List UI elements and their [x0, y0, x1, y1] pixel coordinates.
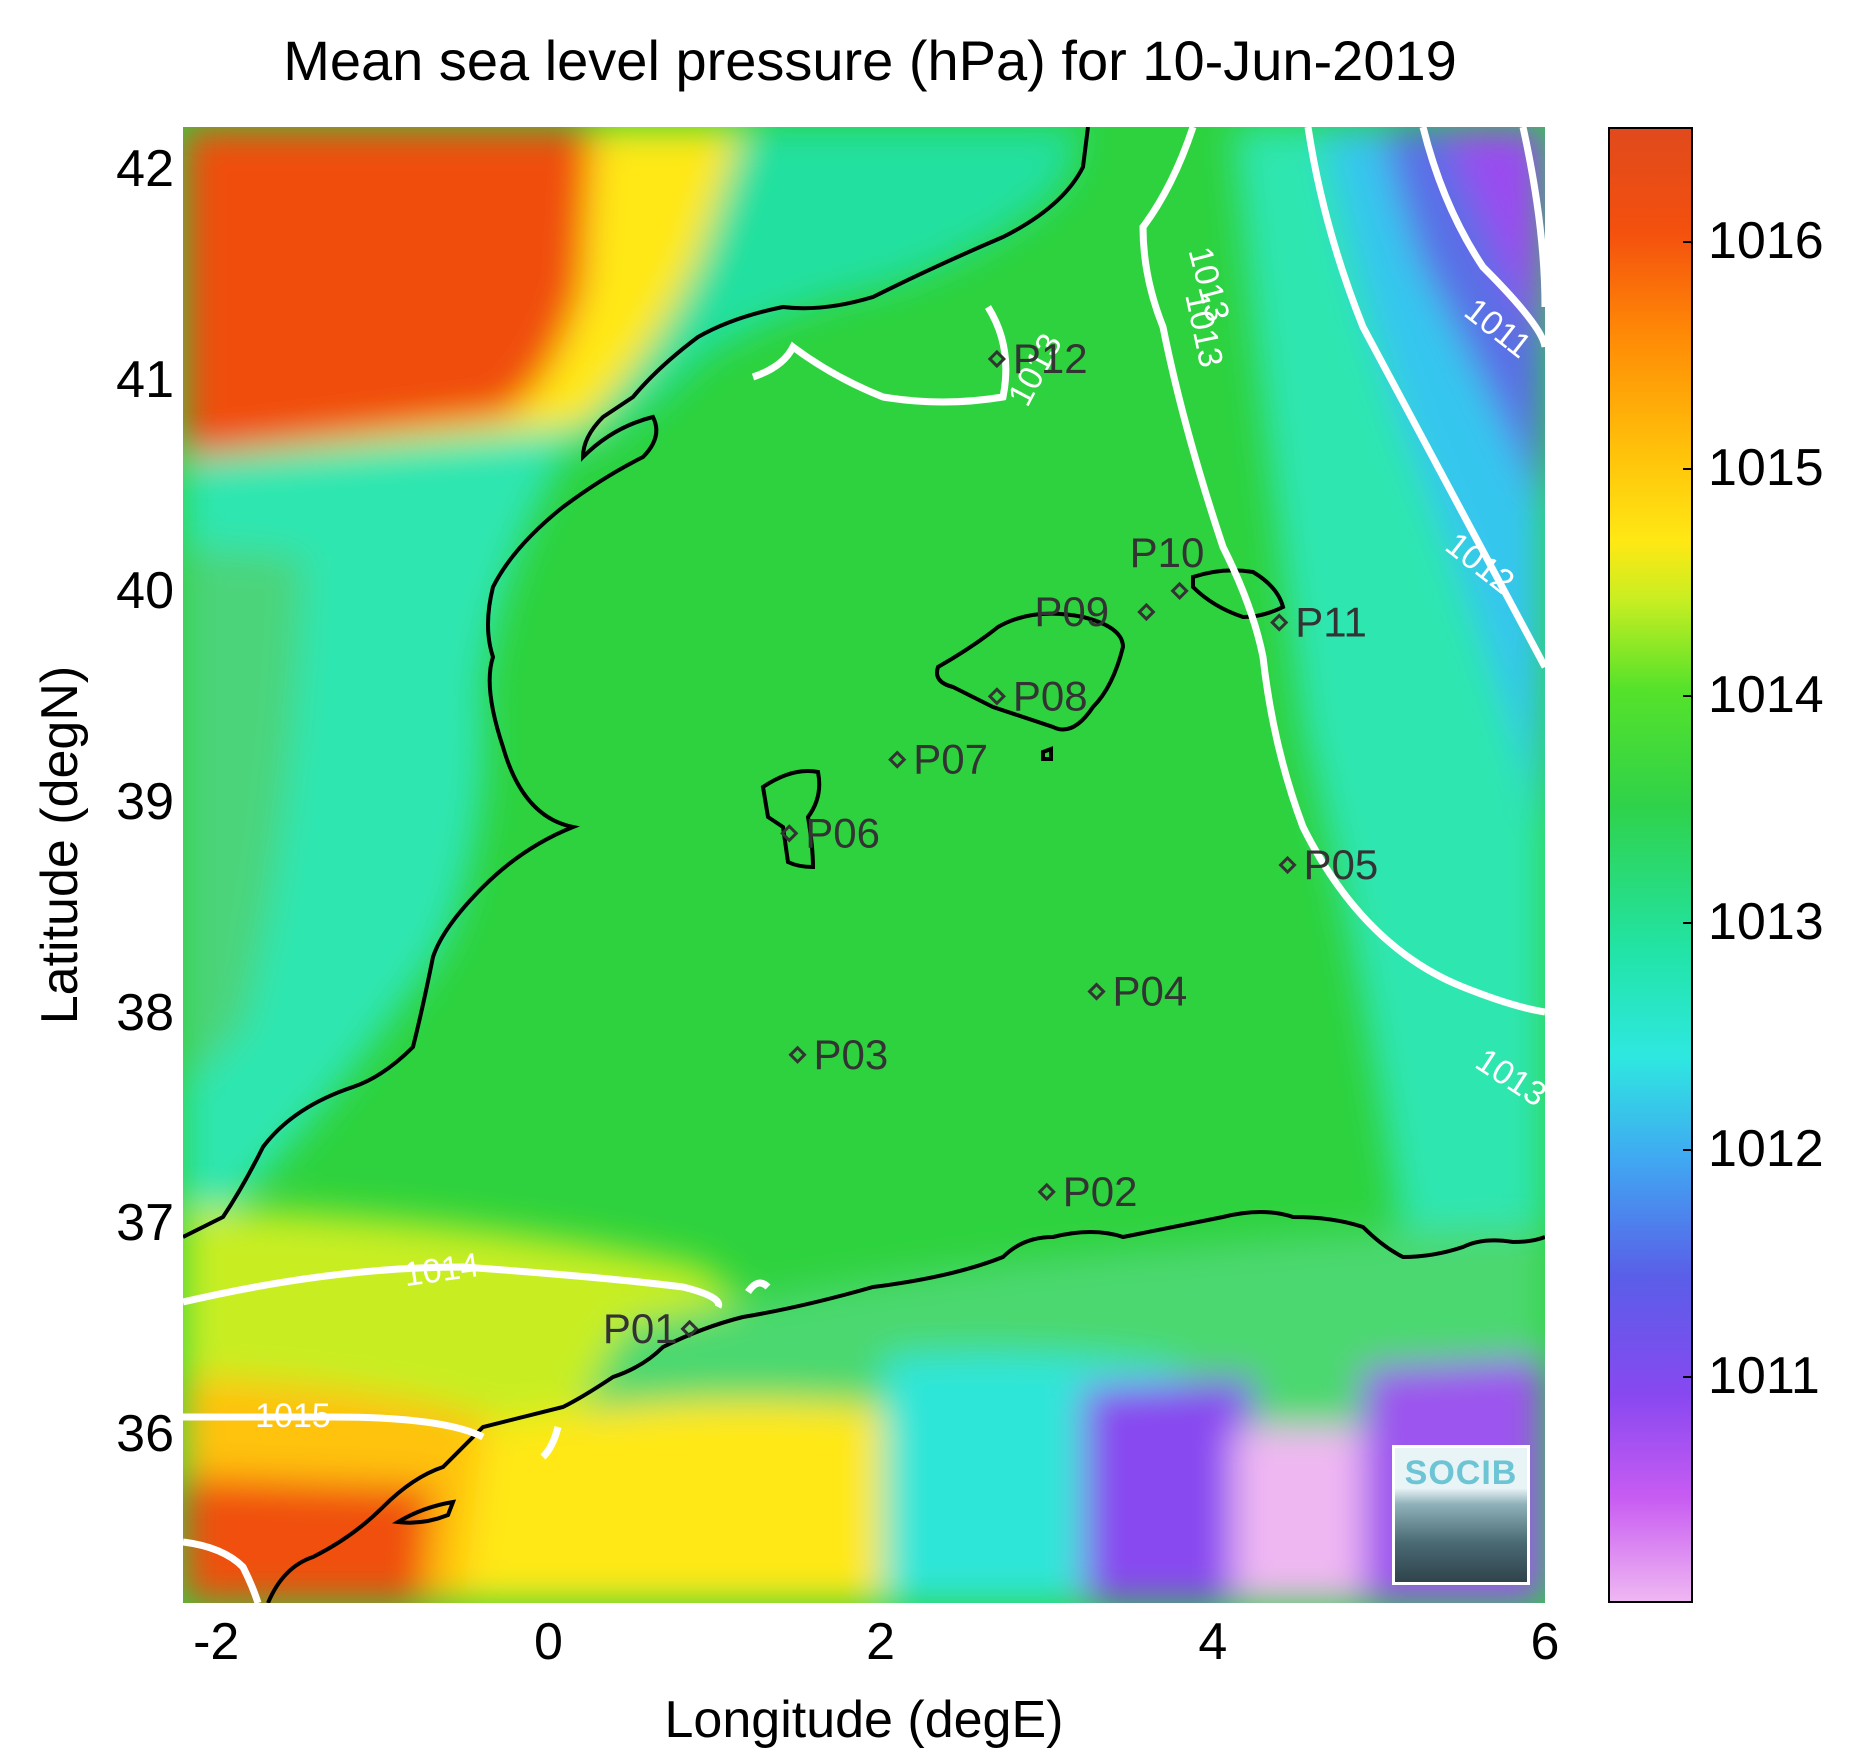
x-tick-label: -2	[193, 1613, 240, 1671]
x-tick-label: 2	[866, 1613, 896, 1671]
x-tick-label: 0	[533, 1613, 563, 1671]
colorbar	[1608, 127, 1693, 1603]
station-marker[interactable]	[788, 1045, 807, 1064]
socib-logo-text: SOCIB	[1404, 1454, 1518, 1492]
station-label: P06	[805, 809, 880, 856]
colorbar-tick-mark	[1683, 694, 1693, 697]
station-label: P05	[1304, 841, 1379, 888]
station-label: P10	[1130, 529, 1205, 576]
socib-logo: SOCIB	[1392, 1445, 1530, 1585]
station-markers: P01 P02 P03 P04 P05 P06 P07 P08 P09 P10 P11 P12	[603, 335, 1378, 1352]
station-marker[interactable]	[1278, 855, 1297, 875]
colorbar-tick-mark	[1683, 921, 1693, 924]
colorbar-tick-mark	[1683, 1375, 1693, 1378]
colorbar-tick-label: 1011	[1708, 1346, 1820, 1405]
colorbar-tick-label: 1015	[1708, 438, 1824, 497]
coastline	[183, 127, 1545, 1603]
x-tick-label: 6	[1530, 1613, 1560, 1671]
y-tick-label: 40	[116, 561, 174, 620]
station-marker[interactable]	[1037, 1182, 1056, 1201]
y-tick-label: 37	[116, 1194, 174, 1253]
pressure-map: 1011 1012 1013 1013 1013 1013 1014 1015 P01 P02 P…	[183, 127, 1545, 1603]
station-marker[interactable]	[680, 1319, 699, 1339]
y-tick-label: 36	[116, 1405, 174, 1464]
x-axis-label: Longitude (degE)	[664, 1691, 1064, 1749]
x-tick-label: 4	[1198, 1613, 1228, 1671]
colorbar-tick-label: 1014	[1708, 665, 1824, 724]
colorbar-tick-mark	[1683, 1148, 1693, 1151]
station-label: P09	[1034, 588, 1109, 635]
station-marker[interactable]	[1170, 581, 1189, 601]
station-label: P08	[1013, 672, 1088, 719]
station-label: P07	[913, 736, 988, 783]
station-label: P01	[603, 1305, 678, 1352]
station-marker[interactable]	[1270, 613, 1289, 632]
station-label: P11	[1295, 599, 1367, 646]
station-label: P03	[814, 1031, 889, 1078]
pressure-field	[183, 127, 1545, 1603]
station-label: P02	[1063, 1168, 1138, 1215]
contour-lines	[183, 127, 1545, 1603]
contour-label: 1015	[255, 1397, 331, 1435]
station-marker[interactable]	[888, 750, 907, 769]
y-tick-label: 38	[116, 983, 174, 1042]
station-marker[interactable]	[1087, 982, 1106, 1001]
colorbar-tick-label: 1013	[1708, 892, 1824, 951]
y-tick-label: 41	[116, 351, 174, 410]
colorbar-tick-mark	[1683, 240, 1693, 243]
colorbar-tick-mark	[1683, 467, 1693, 470]
station-marker[interactable]	[987, 687, 1006, 706]
station-marker[interactable]	[987, 349, 1006, 369]
station-label: P04	[1113, 968, 1188, 1015]
y-tick-label: 39	[116, 772, 174, 831]
y-tick-label: 42	[116, 140, 174, 199]
station-marker[interactable]	[780, 824, 799, 843]
colorbar-tick-label: 1012	[1708, 1119, 1824, 1178]
chart-title: Mean sea level pressure (hPa) for 10-Jun…	[283, 29, 1457, 92]
y-axis-label: Latitude (degN)	[31, 665, 89, 1025]
colorbar-tick-label: 1016	[1708, 211, 1824, 270]
station-label: P12	[1013, 335, 1088, 382]
station-marker[interactable]	[1137, 602, 1156, 622]
